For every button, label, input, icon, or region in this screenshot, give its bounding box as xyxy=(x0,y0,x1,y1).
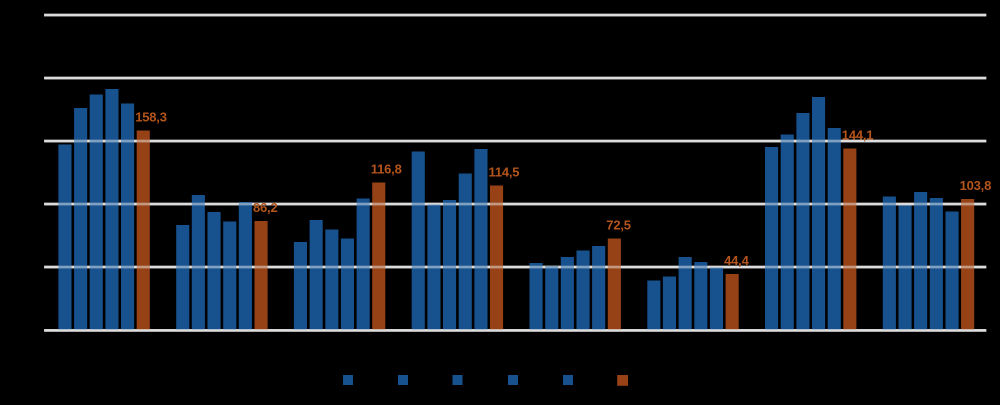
svg-text:158,3: 158,3 xyxy=(135,109,167,124)
svg-text:144,1: 144,1 xyxy=(842,127,874,142)
svg-text:72,5: 72,5 xyxy=(606,217,631,232)
svg-text:86,2: 86,2 xyxy=(253,200,278,215)
svg-text:114,5: 114,5 xyxy=(489,164,520,179)
svg-text:44,4: 44,4 xyxy=(724,253,749,268)
svg-text:103,8: 103,8 xyxy=(960,178,992,193)
svg-text:116,8: 116,8 xyxy=(371,161,402,176)
